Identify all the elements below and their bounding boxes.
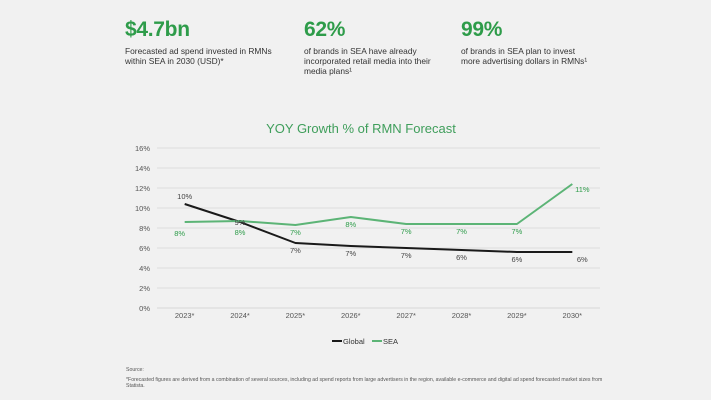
y-tick-label: 8%: [139, 224, 150, 233]
x-tick-label: 2028*: [452, 311, 472, 320]
x-tick-label: 2025*: [286, 311, 306, 320]
y-tick-label: 0%: [139, 304, 150, 313]
stat-desc-line: media plans¹: [304, 66, 352, 76]
data-label-sea: 7%: [456, 227, 467, 236]
data-label-sea: 7%: [290, 228, 301, 237]
y-tick-label: 10%: [135, 204, 150, 213]
x-tick-label: 2029*: [507, 311, 527, 320]
data-label-global: 7%: [345, 249, 356, 258]
chart-grid: [157, 147, 600, 309]
data-label-sea: 8%: [345, 220, 356, 229]
stat-desc-line: more advertising dollars in RMNs¹: [461, 56, 588, 66]
data-label-sea: 7%: [401, 227, 412, 236]
stat-value: 62%: [304, 18, 346, 41]
data-label-global: 6%: [456, 253, 467, 262]
data-label-sea: 7%: [512, 227, 523, 236]
x-tick-label: 2023*: [175, 311, 195, 320]
series-line-sea: [184, 183, 573, 226]
x-tick-label: 2027*: [396, 311, 416, 320]
series-line-global: [184, 203, 573, 253]
data-labels: 10% 9% 7% 7% 7% 6% 6% 6% 8% 8% 7% 8% 7% 7% 7% 11%: [174, 185, 590, 264]
stat-desc-line: of brands in SEA plan to invest: [461, 46, 576, 56]
y-tick-label: 6%: [139, 244, 150, 253]
stat-brands-plan-invest: 99% of brands in SEA plan to invest more…: [461, 18, 621, 66]
data-label-sea: 8%: [235, 228, 246, 237]
x-tick-label: 2030*: [563, 311, 583, 320]
y-tick-label: 2%: [139, 284, 150, 293]
y-tick-label: 14%: [135, 164, 150, 173]
legend-label-sea: SEA: [383, 337, 398, 346]
stat-desc-line: incorporated retail media into their: [304, 56, 431, 66]
x-tick-label: 2024*: [230, 311, 250, 320]
stat-desc-line: Forecasted ad spend invested in RMNs: [125, 46, 272, 56]
chart-legend: Global SEA: [332, 337, 398, 346]
chart-series: [184, 183, 573, 253]
y-tick-label: 12%: [135, 184, 150, 193]
chart-title: YOY Growth % of RMN Forecast: [266, 121, 456, 136]
y-tick-label: 16%: [135, 144, 150, 153]
x-tick-label: 2026*: [341, 311, 361, 320]
stat-ad-spend: $4.7bn Forecasted ad spend invested in R…: [125, 18, 285, 66]
data-label-global: 6%: [577, 255, 588, 264]
data-label-global: 6%: [512, 255, 523, 264]
stat-value: 99%: [461, 18, 503, 41]
source-label: Source:: [126, 367, 144, 373]
stat-value: $4.7bn: [125, 18, 190, 41]
footnote: *Forecasted figures are derived from a c…: [126, 377, 603, 389]
data-label-sea: 11%: [575, 185, 590, 194]
data-label-global: 7%: [290, 246, 301, 255]
data-label-global: 7%: [401, 251, 412, 260]
y-axis: 0% 2% 4% 6% 8% 10% 12% 14% 16%: [135, 144, 150, 313]
stat-desc-line: within SEA in 2030 (USD)*: [125, 56, 224, 66]
data-label-global: 10%: [177, 192, 192, 201]
data-label-sea: 8%: [174, 229, 185, 238]
y-tick-label: 4%: [139, 264, 150, 273]
legend-label-global: Global: [343, 337, 365, 346]
stat-brands-incorporated: 62% of brands in SEA have already incorp…: [304, 18, 464, 76]
stat-description: Forecasted ad spend invested in RMNs wit…: [125, 46, 285, 66]
x-axis: 2023* 2024* 2025* 2026* 2027* 2028* 2029* 2030*: [175, 311, 582, 320]
stat-description: of brands in SEA plan to invest more adv…: [461, 46, 621, 66]
data-label-global: 9%: [235, 218, 246, 227]
stat-description: of brands in SEA have already incorporat…: [304, 46, 464, 76]
stat-desc-line: of brands in SEA have already: [304, 46, 417, 56]
